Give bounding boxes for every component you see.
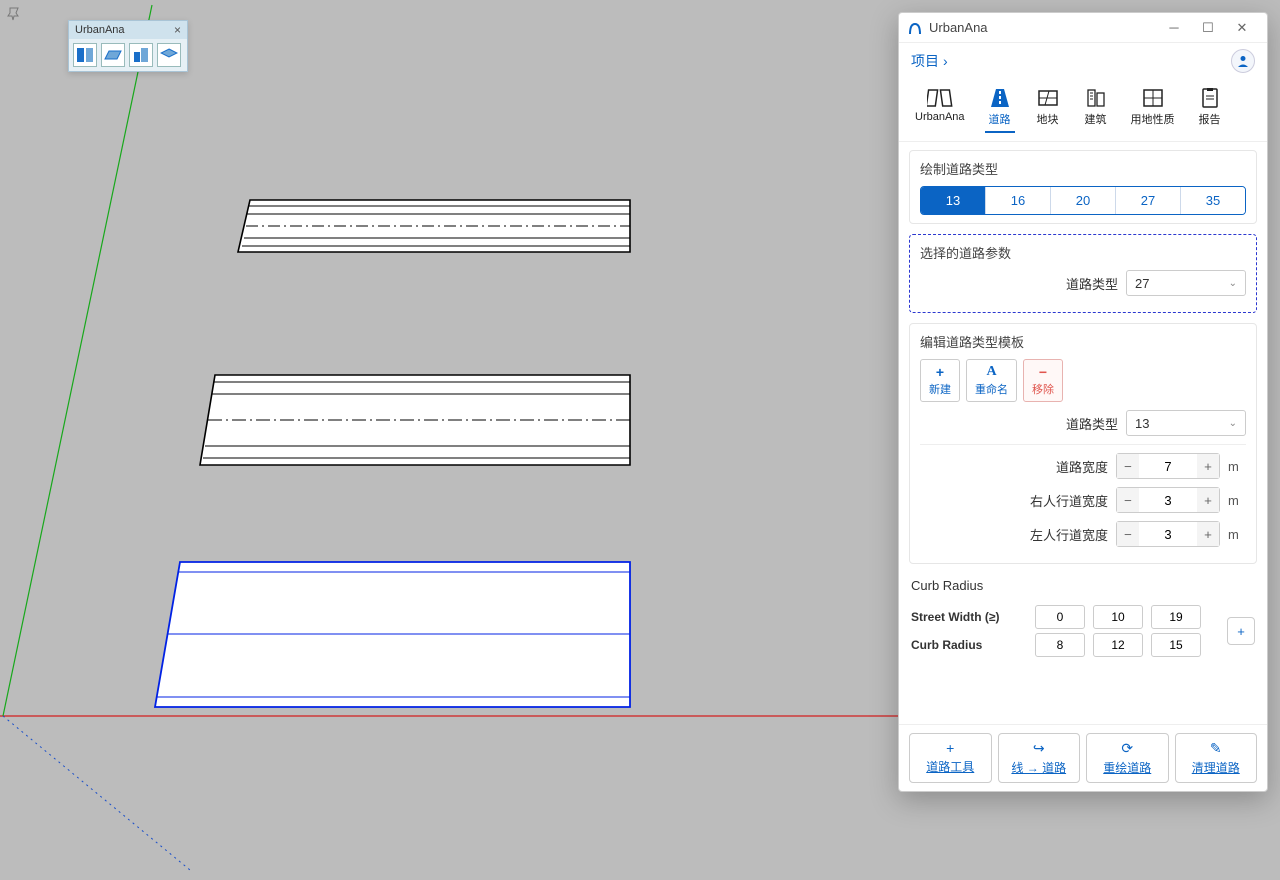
- clean-button[interactable]: ✎清理道路: [1175, 733, 1258, 783]
- floating-toolbar-label: UrbanAna: [75, 24, 125, 36]
- right_sidewalk-label: 右人行道宽度: [920, 491, 1108, 510]
- selected-road-type-label: 道路类型: [920, 274, 1118, 293]
- nav-parcel[interactable]: 地块: [1033, 83, 1063, 133]
- user-avatar-button[interactable]: [1231, 49, 1255, 73]
- panel-footer: +道路工具↪线 → 道路⟳重绘道路✎清理道路: [899, 724, 1267, 791]
- nav-landuse[interactable]: 用地性质: [1129, 83, 1177, 133]
- tool-road-icon[interactable]: [101, 43, 125, 67]
- street-width-cell-0[interactable]: 0: [1035, 605, 1085, 629]
- selected-params-block: 选择的道路参数 道路类型 27 ⌄: [909, 234, 1257, 313]
- left_sidewalk-input[interactable]: [1139, 522, 1197, 546]
- road_width-label: 道路宽度: [920, 457, 1108, 476]
- axis-y: [3, 5, 152, 716]
- urbanana-panel: UrbanAna ─ ☐ ✕ 项目 › UrbanAna 道路地块建筑用地性质报告…: [898, 12, 1268, 792]
- chevron-right-icon: ›: [943, 53, 948, 69]
- road-type-16[interactable]: 16: [986, 187, 1051, 214]
- road-type-20[interactable]: 20: [1051, 187, 1116, 214]
- increment-button[interactable]: +: [1197, 488, 1219, 512]
- window-maximize-button[interactable]: ☐: [1191, 14, 1225, 42]
- selected-road-type-select[interactable]: 27 ⌄: [1126, 270, 1246, 296]
- remove-template-button[interactable]: − 移除: [1023, 359, 1063, 402]
- unit-label: m: [1228, 459, 1246, 474]
- curb-radius-cell-2[interactable]: 15: [1151, 633, 1201, 657]
- road-type-27[interactable]: 27: [1116, 187, 1181, 214]
- road-type-segment: 1316202735: [920, 186, 1246, 215]
- window-titlebar[interactable]: UrbanAna ─ ☐ ✕: [899, 13, 1267, 43]
- street-width-label: Street Width (≥): [911, 610, 1027, 624]
- window-minimize-button[interactable]: ─: [1157, 14, 1191, 42]
- nav-report[interactable]: 报告: [1195, 83, 1225, 133]
- edit-template-title: 编辑道路类型模板: [920, 332, 1246, 351]
- project-label[interactable]: 项目: [911, 51, 939, 71]
- floating-toolbar[interactable]: UrbanAna ×: [68, 20, 188, 72]
- draw-road-type-block: 绘制道路类型 1316202735: [909, 150, 1257, 224]
- remove-label: 移除: [1032, 381, 1054, 397]
- redraw-button[interactable]: ⟳重绘道路: [1086, 733, 1169, 783]
- new-label: 新建: [929, 381, 951, 397]
- edit-template-block: 编辑道路类型模板 + 新建 A 重命名 − 移除 道路类型 13: [909, 323, 1257, 564]
- curb-radius-cell-0[interactable]: 8: [1035, 633, 1085, 657]
- new-template-button[interactable]: + 新建: [920, 359, 960, 402]
- street-width-cell-2[interactable]: 19: [1151, 605, 1201, 629]
- decrement-button[interactable]: −: [1117, 488, 1139, 512]
- left_sidewalk-stepper[interactable]: −+: [1116, 521, 1220, 547]
- right_sidewalk-input[interactable]: [1139, 488, 1197, 512]
- tool-building-icon[interactable]: [129, 43, 153, 67]
- window-close-button[interactable]: ✕: [1225, 14, 1259, 42]
- pin-icon[interactable]: [6, 6, 22, 25]
- line_to_road-button[interactable]: ↪线 → 道路: [998, 733, 1081, 783]
- rename-label: 重命名: [975, 381, 1008, 397]
- curb-radius-cell-1[interactable]: 12: [1093, 633, 1143, 657]
- curb-title: Curb Radius: [911, 578, 1255, 593]
- street-width-cell-1[interactable]: 10: [1093, 605, 1143, 629]
- road_tools-button[interactable]: +道路工具: [909, 733, 992, 783]
- road_width-input[interactable]: [1139, 454, 1197, 478]
- selected-params-title: 选择的道路参数: [920, 243, 1246, 262]
- tool-panel-icon[interactable]: [73, 43, 97, 67]
- template-road-type-select[interactable]: 13 ⌄: [1126, 410, 1246, 436]
- curb-radius-label: Curb Radius: [911, 638, 1027, 652]
- increment-button[interactable]: +: [1197, 522, 1219, 546]
- rename-template-button[interactable]: A 重命名: [966, 359, 1017, 402]
- window-title: UrbanAna: [929, 20, 988, 35]
- plus-icon: +: [936, 364, 944, 380]
- nav-urbanana[interactable]: UrbanAna: [913, 83, 967, 133]
- chevron-down-icon: ⌄: [1229, 418, 1237, 429]
- increment-button[interactable]: +: [1197, 454, 1219, 478]
- nav-tabs: UrbanAna 道路地块建筑用地性质报告: [899, 79, 1267, 142]
- app-icon: [907, 20, 923, 36]
- close-icon[interactable]: ×: [174, 23, 181, 37]
- road-type-35[interactable]: 35: [1181, 187, 1245, 214]
- template-road-type-label: 道路类型: [920, 414, 1118, 433]
- decrement-button[interactable]: −: [1117, 522, 1139, 546]
- tool-block-icon[interactable]: [157, 43, 181, 67]
- right_sidewalk-stepper[interactable]: −+: [1116, 487, 1220, 513]
- decrement-button[interactable]: −: [1117, 454, 1139, 478]
- minus-icon: −: [1039, 364, 1047, 380]
- selected-road-type-value: 27: [1135, 276, 1149, 291]
- draw-type-title: 绘制道路类型: [920, 159, 1246, 178]
- road_width-stepper[interactable]: −+: [1116, 453, 1220, 479]
- chevron-down-icon: ⌄: [1229, 278, 1237, 289]
- axis-z: [3, 716, 190, 870]
- add-curb-column-button[interactable]: +: [1227, 617, 1255, 645]
- nav-building[interactable]: 建筑: [1081, 83, 1111, 133]
- left_sidewalk-label: 左人行道宽度: [920, 525, 1108, 544]
- font-icon: A: [986, 364, 996, 380]
- road-type-13[interactable]: 13: [921, 187, 986, 214]
- template-road-type-value: 13: [1135, 416, 1149, 431]
- unit-label: m: [1228, 527, 1246, 542]
- unit-label: m: [1228, 493, 1246, 508]
- floating-toolbar-title[interactable]: UrbanAna ×: [69, 21, 187, 39]
- curb-radius-block: Curb Radius Street Width (≥) 0 10 19 Curb …: [909, 574, 1257, 665]
- nav-road[interactable]: 道路: [985, 83, 1015, 133]
